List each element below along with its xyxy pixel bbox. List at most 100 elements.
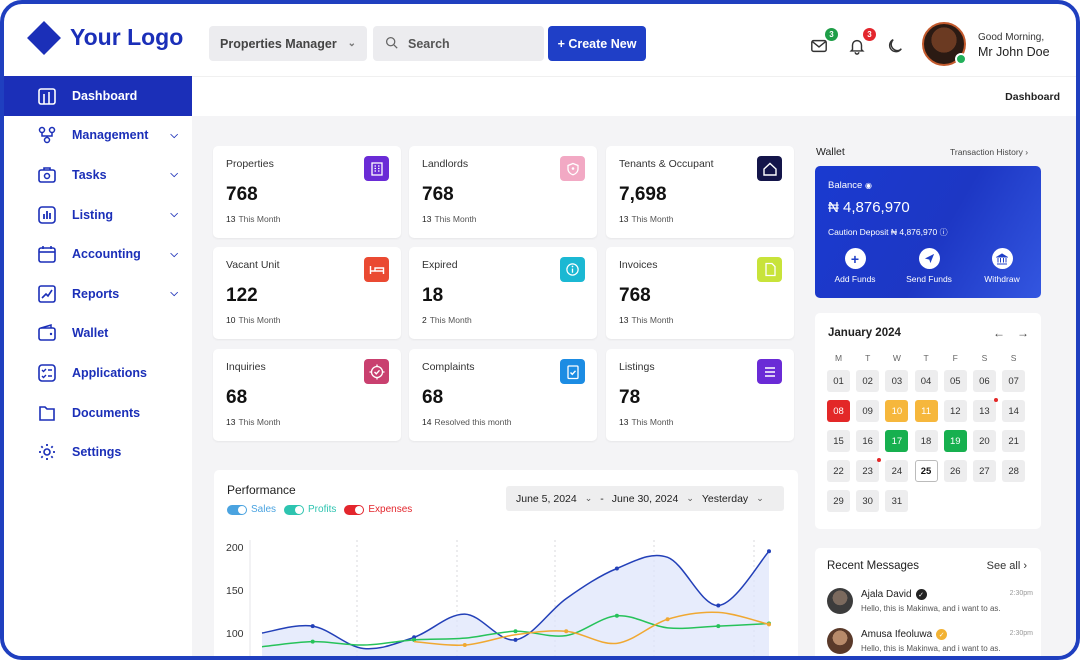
sidebar-item-tasks[interactable]: Tasks ⌵	[4, 155, 192, 195]
calendar-day[interactable]: 01	[827, 370, 850, 392]
arrow-left-icon[interactable]: ←	[993, 326, 1005, 340]
calendar-day[interactable]: 24	[885, 460, 909, 482]
calendar-day[interactable]: 12	[943, 400, 967, 422]
calendar-day[interactable]: 21	[1002, 430, 1026, 452]
user-name[interactable]: Mr John Doe	[978, 45, 1050, 59]
calendar-day[interactable]: 25	[914, 460, 938, 482]
calendar-day[interactable]: 04	[914, 370, 938, 392]
calendar-day[interactable]: 10	[885, 400, 909, 422]
date-to[interactable]: June 30, 2024	[611, 492, 679, 505]
event-dot	[993, 398, 998, 402]
data-point[interactable]	[462, 643, 467, 648]
notifications-button[interactable]: 3	[848, 28, 876, 58]
date-from[interactable]: June 5, 2024	[516, 492, 577, 505]
calendar-day[interactable]: 03	[885, 370, 909, 392]
data-point[interactable]	[310, 624, 315, 629]
sidebar-item-wallet[interactable]: Wallet	[4, 314, 192, 354]
calendar-day[interactable]: 16	[856, 430, 880, 452]
data-point[interactable]	[513, 629, 518, 634]
stat-value: 768	[619, 285, 651, 306]
calendar-day[interactable]: 22	[827, 460, 850, 482]
mail-button[interactable]: 3	[810, 28, 838, 58]
calendar-day[interactable]: 17	[885, 430, 909, 452]
calendar-day[interactable]: 11	[914, 400, 938, 422]
legend-toggle-expenses[interactable]: Expenses	[344, 504, 412, 515]
calendar-day[interactable]: 06	[972, 370, 996, 392]
dark-mode-toggle[interactable]	[886, 34, 910, 58]
sidebar-item-reports[interactable]: Reports ⌵	[4, 274, 192, 314]
add-funds-button[interactable]: + Add Funds	[820, 248, 890, 284]
stat-card-landlords[interactable]: Landlords 768 13 This Month	[409, 146, 597, 238]
calendar-day[interactable]: 08	[827, 400, 850, 422]
sidebar-item-documents[interactable]: Documents	[4, 393, 192, 433]
calendar-day[interactable]: 28	[1002, 460, 1026, 482]
stat-card-tenants[interactable]: Tenants & Occupant 7,698 13 This Month	[606, 146, 794, 238]
calendar-day[interactable]: 14	[1002, 400, 1026, 422]
send-funds-button[interactable]: Send Funds	[894, 248, 964, 284]
stat-card-vacant-unit[interactable]: Vacant Unit 122 10 This Month	[213, 247, 401, 339]
data-point[interactable]	[716, 603, 721, 608]
create-new-button[interactable]: + Create New	[548, 26, 646, 61]
calendar-day[interactable]: 09	[856, 400, 880, 422]
data-point[interactable]	[767, 622, 771, 627]
sidebar-item-listing[interactable]: Listing ⌵	[4, 195, 192, 235]
stat-sub: 13 This Month	[619, 315, 674, 325]
calendar-day[interactable]: 19	[943, 430, 967, 452]
stat-card-expired[interactable]: Expired 18 2 This Month	[409, 247, 597, 339]
sidebar-item-management[interactable]: Management ⌵	[4, 116, 192, 156]
calendar-day[interactable]: 23	[856, 458, 882, 482]
logo[interactable]: Your Logo	[27, 20, 183, 55]
notification-count-badge: 3	[863, 28, 876, 41]
arrow-right-icon[interactable]: →	[1017, 326, 1029, 340]
transaction-history-link[interactable]: Transaction History ›	[950, 147, 1029, 157]
data-point[interactable]	[564, 629, 569, 634]
data-point[interactable]	[614, 613, 619, 618]
toggle-switch[interactable]	[344, 504, 365, 515]
data-point[interactable]	[665, 617, 670, 622]
calendar-day[interactable]: 02	[856, 370, 880, 392]
calendar-day[interactable]: 15	[827, 430, 850, 452]
management-icon	[36, 124, 58, 146]
stat-card-invoices[interactable]: Invoices 768 13 This Month	[606, 247, 794, 339]
data-point[interactable]	[767, 549, 771, 554]
calendar-day[interactable]: 30	[856, 490, 880, 512]
wallet-card: Balance ◉ ₦ 4,876,970 Caution Deposit ₦ …	[815, 166, 1041, 298]
sidebar-item-settings[interactable]: Settings	[4, 432, 192, 472]
breadcrumb[interactable]: Dashboard	[1005, 91, 1060, 103]
calendar-day[interactable]: 18	[914, 430, 938, 452]
toggle-switch[interactable]	[284, 504, 305, 515]
message-item[interactable]: Amusa Ifeoluwa ✓ Hello, this is Makinwa, …	[827, 628, 1033, 656]
stat-card-properties[interactable]: Properties 768 13 This Month	[213, 146, 401, 238]
legend-toggle-profits[interactable]: Profits	[284, 504, 336, 515]
data-point[interactable]	[513, 637, 518, 642]
data-point[interactable]	[310, 639, 315, 644]
withdraw-button[interactable]: Withdraw	[967, 248, 1037, 284]
message-item[interactable]: Ajala David ✓ Hello, this is Makinwa, and…	[827, 588, 1033, 628]
stat-card-listings[interactable]: Listings 78 13 This Month	[606, 349, 794, 441]
calendar-day[interactable]: 13	[972, 398, 998, 422]
sidebar-item-applications[interactable]: Applications	[4, 353, 192, 393]
calendar-day[interactable]: 26	[943, 460, 967, 482]
calendar-day[interactable]: 31	[885, 490, 909, 512]
toggle-switch[interactable]	[227, 504, 247, 515]
stat-card-inquiries[interactable]: Inquiries 68 13 This Month	[213, 349, 401, 441]
data-point[interactable]	[716, 624, 721, 629]
calendar-day[interactable]: 20	[972, 430, 996, 452]
period-select[interactable]: Yesterday	[701, 492, 749, 505]
calendar-day[interactable]: 05	[943, 370, 967, 392]
sidebar-item-dashboard[interactable]: Dashboard	[4, 76, 192, 116]
data-point[interactable]	[614, 566, 619, 571]
calendar-day[interactable]: 27	[972, 460, 996, 482]
property-manager-select[interactable]: Properties Manager ⌄	[209, 26, 367, 61]
user-avatar[interactable]	[922, 22, 967, 66]
search-input[interactable]: Search	[373, 26, 544, 61]
see-all-link[interactable]: See all ›	[986, 560, 1027, 572]
sidebar: Dashboard Management ⌵ Tasks ⌵ Listing ⌵…	[4, 76, 192, 656]
stat-card-complaints[interactable]: Complaints 68 14 Resolved this month	[409, 349, 597, 441]
data-point[interactable]	[412, 637, 417, 642]
calendar-day[interactable]: 07	[1002, 370, 1026, 392]
calendar-day[interactable]: 29	[827, 490, 850, 512]
date-range-picker[interactable]: June 5, 2024 ⌄ - June 30, 2024 ⌄ Yesterd…	[506, 486, 784, 511]
legend-toggle-sales[interactable]: Sales	[227, 504, 276, 515]
sidebar-item-accounting[interactable]: Accounting ⌵	[4, 234, 192, 274]
